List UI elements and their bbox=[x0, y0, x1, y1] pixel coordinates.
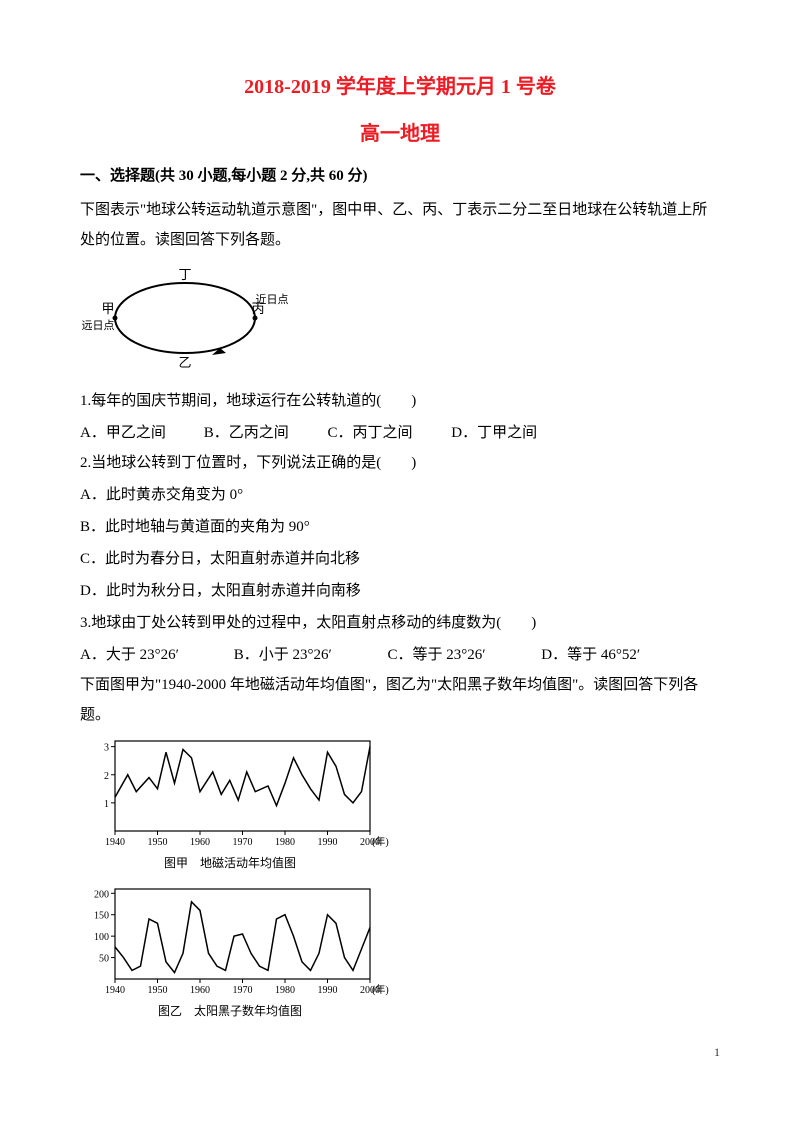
svg-text:(年): (年) bbox=[372, 983, 389, 996]
q2-opt-d: D．此时为秋分日，太阳直射赤道并向南移 bbox=[80, 576, 720, 606]
svg-text:200: 200 bbox=[94, 889, 109, 900]
chart-1: 1231940195019601970198019902000(年)图甲 地磁活… bbox=[80, 736, 720, 878]
svg-text:1: 1 bbox=[104, 799, 109, 810]
orbit-diagram: 丁 乙 甲 丙 远日点 近日点 bbox=[80, 263, 720, 378]
section-1-heading: 一、选择题(共 30 小题,每小题 2 分,共 60 分) bbox=[80, 164, 720, 185]
svg-text:1970: 1970 bbox=[233, 837, 253, 848]
svg-text:1990: 1990 bbox=[318, 837, 338, 848]
intro-1: 下图表示"地球公转运动轨道示意图"，图中甲、乙、丙、丁表示二分二至日地球在公转轨… bbox=[80, 195, 720, 255]
page-number: 1 bbox=[714, 1045, 720, 1060]
svg-text:1960: 1960 bbox=[190, 985, 210, 996]
exam-title-line2: 高一地理 bbox=[80, 117, 720, 146]
chart-2: 501001502001940195019601970198019902000(… bbox=[80, 884, 720, 1026]
svg-text:1950: 1950 bbox=[148, 837, 168, 848]
q3-opt-b: B．小于 23°26′ bbox=[234, 640, 384, 670]
q1-opt-a: A．甲乙之间 bbox=[80, 418, 200, 448]
q3-opt-d: D．等于 46°52′ bbox=[541, 640, 691, 670]
svg-text:(年): (年) bbox=[372, 835, 389, 848]
svg-text:1960: 1960 bbox=[190, 837, 210, 848]
q3-opt-c: C．等于 23°26′ bbox=[388, 640, 538, 670]
svg-text:1980: 1980 bbox=[275, 837, 295, 848]
orbit-left-label: 甲 bbox=[101, 301, 114, 316]
svg-text:150: 150 bbox=[94, 911, 109, 922]
orbit-perihelion: 近日点 bbox=[256, 293, 289, 306]
svg-text:图乙 太阳黑子数年均值图: 图乙 太阳黑子数年均值图 bbox=[158, 1003, 302, 1018]
q2-opt-b: B．此时地轴与黄道面的夹角为 90° bbox=[80, 512, 720, 542]
q1-opt-c: C．丙丁之间 bbox=[328, 418, 448, 448]
svg-text:1970: 1970 bbox=[233, 985, 253, 996]
q3-stem: 3.地球由丁处公转到甲处的过程中，太阳直射点移动的纬度数为( ) bbox=[80, 608, 720, 638]
q3-options: A．大于 23°26′ B．小于 23°26′ C．等于 23°26′ D．等于… bbox=[80, 640, 720, 670]
orbit-bottom-label: 乙 bbox=[178, 355, 191, 370]
q1-options: A．甲乙之间 B．乙丙之间 C．丙丁之间 D．丁甲之间 bbox=[80, 418, 720, 448]
q1-opt-b: B．乙丙之间 bbox=[204, 418, 324, 448]
intro-2: 下面图甲为"1940-2000 年地磁活动年均值图"，图乙为"太阳黑子数年均值图… bbox=[80, 670, 720, 730]
svg-text:2: 2 bbox=[104, 771, 109, 782]
svg-text:1950: 1950 bbox=[148, 985, 168, 996]
q3-opt-a: A．大于 23°26′ bbox=[80, 640, 230, 670]
q2-opt-c: C．此时为春分日，太阳直射赤道并向北移 bbox=[80, 544, 720, 574]
svg-text:100: 100 bbox=[94, 932, 109, 943]
orbit-top-label: 丁 bbox=[178, 267, 191, 282]
svg-text:1980: 1980 bbox=[275, 985, 295, 996]
exam-title-line1: 2018-2019 学年度上学期元月 1 号卷 bbox=[80, 70, 720, 99]
orbit-aphelion: 远日点 bbox=[82, 319, 115, 332]
q2-opt-a: A．此时黄赤交角变为 0° bbox=[80, 480, 720, 510]
svg-text:图甲 地磁活动年均值图: 图甲 地磁活动年均值图 bbox=[164, 855, 296, 870]
svg-text:1940: 1940 bbox=[105, 837, 125, 848]
q1-opt-d: D．丁甲之间 bbox=[451, 418, 571, 448]
svg-text:50: 50 bbox=[99, 954, 109, 965]
q1-stem: 1.每年的国庆节期间，地球运行在公转轨道的( ) bbox=[80, 386, 720, 416]
svg-text:1990: 1990 bbox=[318, 985, 338, 996]
svg-text:1940: 1940 bbox=[105, 985, 125, 996]
q2-stem: 2.当地球公转到丁位置时，下列说法正确的是( ) bbox=[80, 448, 720, 478]
svg-text:3: 3 bbox=[104, 743, 109, 754]
